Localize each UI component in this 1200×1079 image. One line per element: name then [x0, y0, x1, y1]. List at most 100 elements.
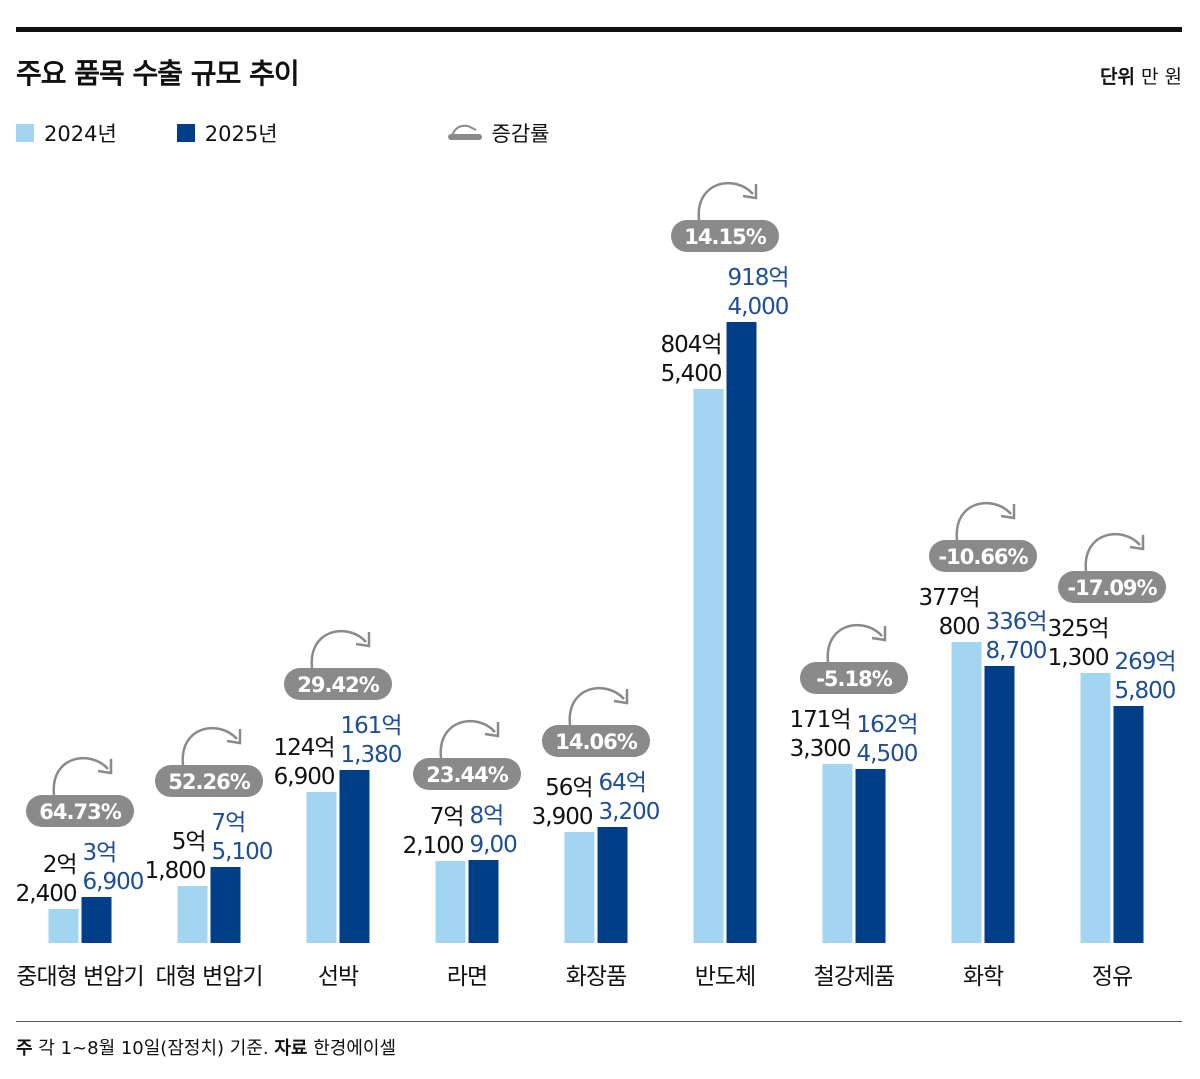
- bar-2025: [210, 867, 241, 943]
- bar-2025: [339, 770, 370, 943]
- bar-2024: [693, 389, 724, 943]
- data-label-2025: 1,380: [341, 742, 402, 768]
- source-label: 자료: [274, 1038, 308, 1059]
- category-label: 반도체: [695, 964, 755, 990]
- legend-swatch-2025: [176, 124, 195, 142]
- category-label: 선박: [318, 964, 359, 990]
- unit-label: 단위 만 원: [1100, 62, 1182, 89]
- category-label: 화학: [963, 964, 1004, 990]
- note-text: 각 1~8월 10일(잠정치) 기준.: [38, 1038, 269, 1059]
- change-arrow-arc: [181, 726, 238, 766]
- data-label-2024: 124억: [273, 735, 334, 761]
- change-rate-label: -5.18%: [816, 667, 893, 691]
- data-label-2025: 4,000: [728, 294, 789, 320]
- change-arrow-head-icon: [871, 626, 887, 642]
- data-label-2024: 2억: [43, 852, 77, 878]
- bar-2025: [81, 897, 112, 943]
- data-label-2025: 64억: [599, 770, 646, 796]
- change-arrow-head-icon: [1000, 504, 1016, 520]
- change-arrow-head-icon: [613, 689, 629, 705]
- change-rate-label: 23.44%: [426, 763, 508, 787]
- legend-label: 증감률: [491, 122, 550, 146]
- bar-2025: [597, 827, 628, 943]
- change-rate-badge: [542, 725, 650, 757]
- change-rate-badge: [671, 220, 779, 252]
- category-label: 철강제품: [814, 964, 895, 990]
- data-label-2025: 918억: [728, 265, 789, 291]
- bar-2024: [1080, 673, 1111, 943]
- footnote: 주 각 1~8월 10일(잠정치) 기준. 자료 한경에이셀: [16, 1034, 396, 1060]
- change-arrow-arc: [310, 629, 367, 669]
- legend-item-change: 증감률: [338, 118, 550, 148]
- legend-swatch-2024: [16, 124, 34, 142]
- change-arrow-head-icon: [355, 632, 371, 648]
- data-label-2024: 56억: [545, 775, 592, 801]
- legend-label: 2025년: [204, 122, 278, 146]
- data-label-2025: 336억: [986, 609, 1047, 635]
- change-rate-label: 29.42%: [297, 673, 379, 697]
- change-rate-badge: [1058, 571, 1166, 603]
- curved-arrow-icon: [447, 120, 482, 147]
- data-label-2024: 5억: [172, 829, 206, 855]
- change-arrow-head-icon: [226, 729, 242, 745]
- bar-2024: [564, 832, 595, 943]
- data-label-2024: 2,400: [16, 881, 77, 907]
- data-label-2024: 1,300: [1048, 645, 1109, 671]
- data-label-2025: 5,100: [212, 839, 273, 865]
- data-label-2025: 4,500: [857, 741, 918, 767]
- bar-2025: [855, 769, 886, 943]
- data-label-2024: 6,900: [274, 764, 335, 790]
- change-arrow-arc: [826, 623, 883, 663]
- source-text: 한경에이셀: [313, 1038, 397, 1059]
- bar-2025: [984, 666, 1015, 943]
- note-label: 주: [16, 1038, 33, 1059]
- bar-2025: [468, 860, 499, 943]
- chart-title: 주요 품목 수출 규모 추이: [16, 57, 300, 90]
- change-rate-label: -17.09%: [1067, 576, 1157, 600]
- category-label: 라면: [447, 964, 487, 990]
- change-rate-badge: [413, 758, 521, 790]
- data-label-2024: 5,400: [661, 361, 722, 387]
- data-label-2025: 7억: [212, 810, 246, 836]
- data-label-2024: 325억: [1047, 616, 1108, 642]
- change-rate-label: 14.15%: [684, 225, 766, 249]
- bar-2024: [177, 886, 208, 943]
- data-label-2024: 804억: [660, 332, 721, 358]
- change-rate-badge: [284, 668, 392, 700]
- data-label-2024: 7억: [430, 804, 464, 830]
- unit-key: 단위: [1099, 66, 1135, 88]
- change-arrow-head-icon: [484, 722, 500, 738]
- data-label-2024: 800: [939, 614, 980, 640]
- data-label-2025: 269억: [1115, 649, 1176, 675]
- data-label-2025: 161억: [341, 713, 402, 739]
- data-label-2024: 2,100: [403, 833, 464, 859]
- change-rate-label: 14.06%: [555, 730, 637, 754]
- data-label-2024: 171억: [789, 707, 850, 733]
- data-label-2025: 8억: [470, 803, 504, 829]
- data-label-2025: 3억: [83, 840, 117, 866]
- category-label: 정유: [1092, 964, 1132, 990]
- bar-2025: [1113, 706, 1144, 943]
- bar-2025: [726, 322, 757, 943]
- change-arrow-arc: [52, 756, 109, 796]
- footer-rule: [16, 1021, 1182, 1022]
- bar-2024: [306, 792, 337, 943]
- change-rate-badge: [929, 540, 1037, 572]
- change-arrow-arc: [568, 686, 625, 726]
- data-label-2025: 9,00: [470, 832, 518, 858]
- data-label-2025: 162억: [857, 712, 918, 738]
- change-rate-label: -10.66%: [938, 545, 1028, 569]
- change-arrow-head-icon: [742, 184, 758, 200]
- change-rate-badge: [26, 795, 134, 827]
- legend: 2024년 2025년 증감률: [16, 118, 610, 148]
- bar-2024: [951, 642, 982, 943]
- change-arrow-arc: [439, 719, 496, 759]
- change-rate-label: 52.26%: [168, 770, 250, 794]
- data-label-2025: 8,700: [986, 638, 1047, 664]
- change-rate-label: 64.73%: [39, 800, 121, 824]
- legend-item-2025: 2025년: [176, 118, 278, 148]
- change-arrow-head-icon: [1129, 535, 1145, 551]
- legend-label: 2024년: [44, 122, 117, 146]
- change-arrow-arc: [955, 501, 1012, 541]
- change-rate-badge: [800, 662, 908, 694]
